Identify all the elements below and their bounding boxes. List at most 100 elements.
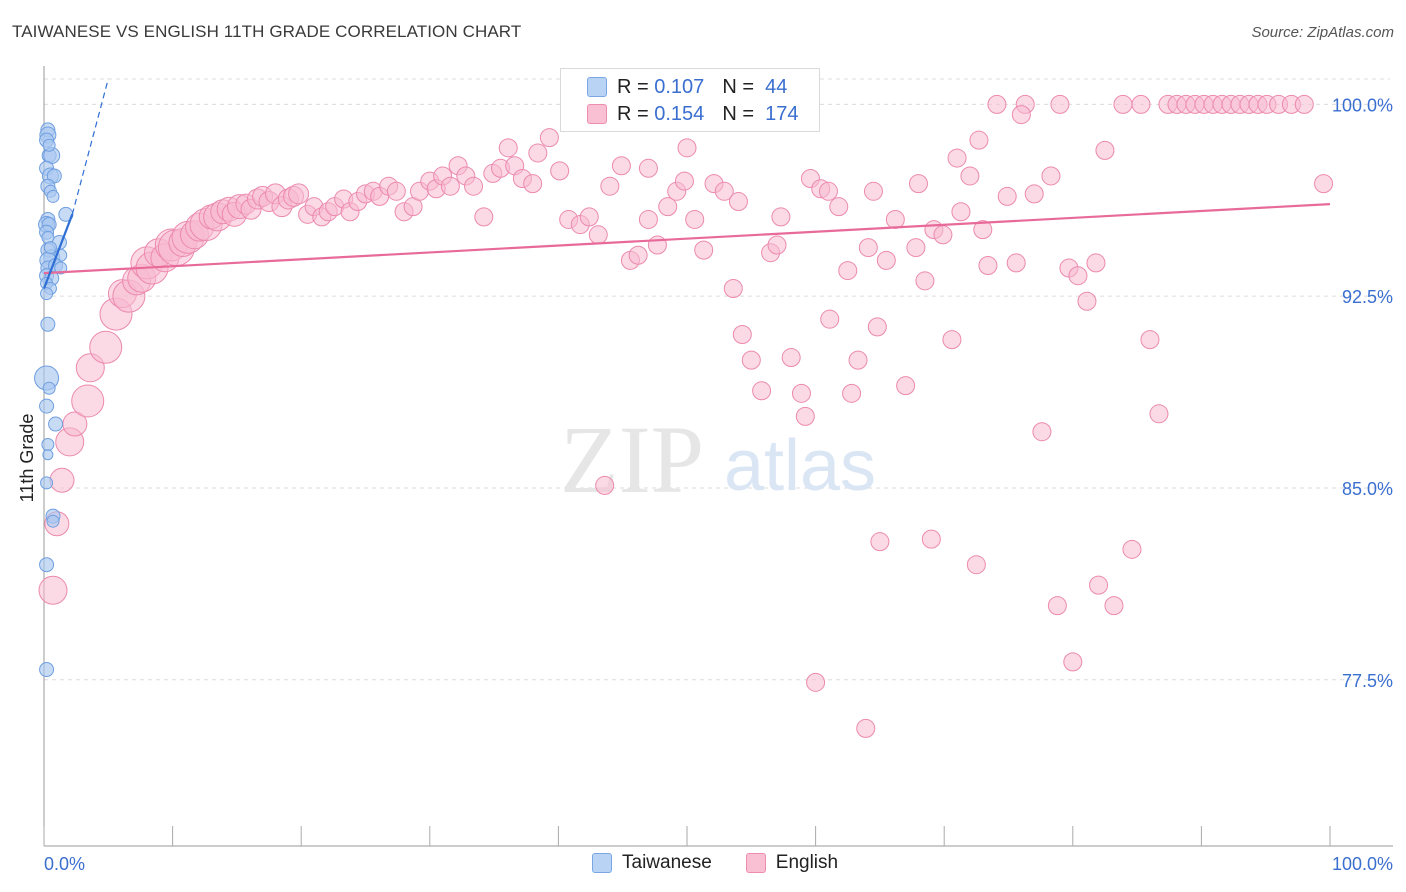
english-point — [674, 171, 694, 191]
legend-item-taiwanese: Taiwanese — [592, 852, 712, 874]
n-label: N = — [722, 75, 754, 98]
english-point — [906, 238, 926, 258]
taiwanese-point — [41, 437, 55, 451]
taiwanese-point — [48, 416, 64, 432]
english-point — [677, 138, 697, 158]
english-point — [628, 245, 648, 265]
english-point — [942, 330, 962, 350]
english-point — [1086, 253, 1106, 273]
english-point — [767, 235, 787, 255]
english-n-value: 174 — [765, 102, 799, 125]
english-point — [1063, 652, 1083, 672]
english-point — [523, 174, 543, 194]
taiwanese-point — [40, 316, 56, 332]
english-legend-label: English — [775, 852, 839, 873]
taiwanese-point — [46, 189, 60, 203]
english-point — [579, 207, 599, 227]
english-point — [464, 176, 484, 196]
english-point — [1149, 404, 1169, 424]
taiwanese-trend-extension — [71, 78, 109, 215]
english-swatch — [587, 104, 607, 124]
english-point — [1294, 94, 1314, 114]
english-point — [638, 209, 658, 229]
english-point — [818, 181, 838, 201]
english-point — [978, 255, 998, 275]
english-point — [498, 138, 518, 158]
source-label: Source: ZipAtlas.com — [1251, 24, 1394, 41]
taiwanese-point — [42, 138, 56, 152]
english-point — [987, 94, 1007, 114]
english-point — [973, 220, 993, 240]
stats-legend: R = 0.107 N = 44 R = 0.154 N = 174 — [560, 68, 820, 132]
english-point — [947, 148, 967, 168]
english-point — [1122, 539, 1142, 559]
english-point — [915, 271, 935, 291]
english-point — [791, 383, 811, 403]
y-tick-label: 85.0% — [1342, 479, 1393, 499]
english-point — [951, 202, 971, 222]
english-point — [885, 209, 905, 229]
watermark-zip: ZIP — [560, 406, 704, 513]
english-point — [550, 161, 570, 181]
english-trend-line — [43, 202, 1331, 275]
y-tick-label: 100.0% — [1332, 95, 1393, 115]
english-point — [870, 532, 890, 552]
english-point — [1314, 174, 1334, 194]
english-point — [440, 176, 460, 196]
english-point — [741, 350, 761, 370]
english-point — [1104, 596, 1124, 616]
english-point — [1024, 184, 1044, 204]
english-point — [1041, 166, 1061, 186]
y-tick-label: 77.5% — [1342, 671, 1393, 691]
english-point — [588, 225, 608, 245]
chart-title: TAIWANESE VS ENGLISH 11TH GRADE CORRELAT… — [12, 22, 522, 41]
english-point — [1050, 94, 1070, 114]
english-point — [867, 317, 887, 337]
english-point — [1131, 94, 1151, 114]
english-point — [386, 181, 406, 201]
english-r-value: 0.154 — [654, 102, 705, 125]
legend-row-english: R = 0.154 N = 174 — [587, 102, 799, 126]
english-point — [658, 197, 678, 217]
english-point — [858, 238, 878, 258]
english-point — [771, 207, 791, 227]
taiwanese-point — [39, 557, 55, 573]
english-point — [474, 207, 494, 227]
english-point — [71, 384, 105, 418]
taiwanese-legend-swatch — [592, 853, 612, 873]
legend-row-taiwanese: R = 0.107 N = 44 — [587, 75, 787, 99]
taiwanese-point — [40, 287, 54, 301]
english-point — [685, 209, 705, 229]
r-label: R = — [617, 75, 649, 98]
taiwanese-point — [46, 514, 60, 528]
english-point — [600, 176, 620, 196]
english-point — [89, 330, 123, 364]
taiwanese-point — [42, 381, 56, 395]
english-point — [1011, 105, 1031, 125]
english-point — [863, 181, 883, 201]
english-point — [921, 529, 941, 549]
english-point — [728, 192, 748, 212]
english-point — [997, 186, 1017, 206]
legend-item-english: English — [745, 852, 839, 874]
english-point — [539, 128, 559, 148]
english-point — [638, 158, 658, 178]
taiwanese-swatch — [587, 77, 607, 97]
english-point — [838, 261, 858, 281]
english-point — [1032, 422, 1052, 442]
english-point — [829, 197, 849, 217]
english-point — [528, 143, 548, 163]
y-tick-label: 92.5% — [1342, 287, 1393, 307]
taiwanese-r-value: 0.107 — [654, 75, 705, 98]
english-point — [723, 278, 743, 298]
english-point — [1113, 94, 1133, 114]
english-point — [820, 309, 840, 329]
english-point — [1140, 330, 1160, 350]
taiwanese-point — [42, 449, 54, 461]
x-tick-label-max: 100.0% — [1332, 854, 1393, 874]
english-point — [856, 718, 876, 738]
english-point — [1077, 291, 1097, 311]
taiwanese-n-value: 44 — [765, 75, 788, 98]
taiwanese-trend-line — [42, 213, 74, 289]
